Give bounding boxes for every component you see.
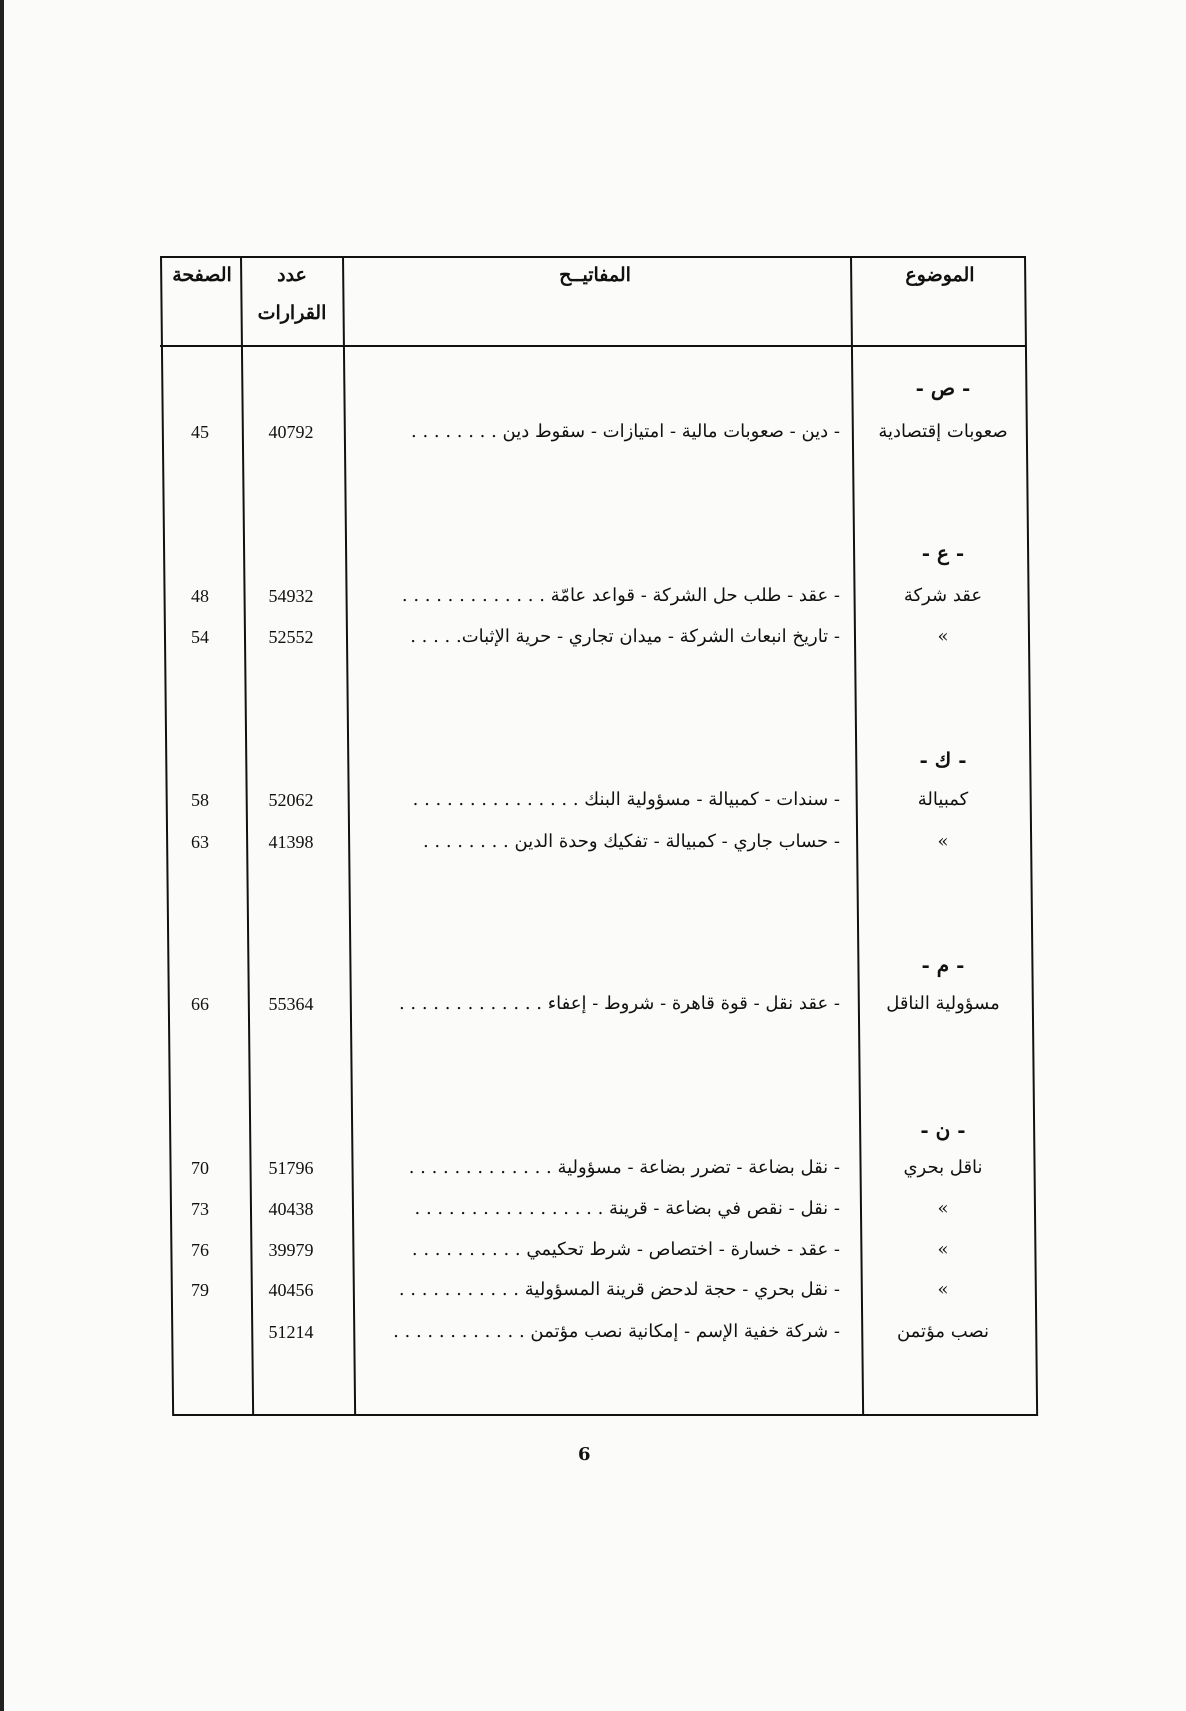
row-subject: مسؤولية الناقل [886, 993, 1000, 1014]
row-page: 76 [191, 1240, 209, 1260]
row-keywords: - نقل بحري - حجة لدحض قرينة المسؤولية . … [398, 1279, 840, 1300]
row-decision-number: 54932 [268, 586, 314, 606]
row-page: 48 [191, 586, 209, 606]
row-keywords: - دين - صعوبات مالية - امتيازات - سقوط د… [411, 421, 840, 442]
row-subject: » [937, 626, 949, 647]
row-page: 66 [191, 994, 209, 1014]
header-decisions-line1: عدد [277, 264, 307, 286]
row-subject: » [937, 1239, 949, 1260]
section-letter: - ع - [921, 541, 965, 565]
row-page: 58 [191, 790, 209, 810]
row-decision-number: 52552 [268, 627, 314, 647]
row-decision-number: 51796 [268, 1158, 314, 1178]
scan-edge [0, 0, 4, 1711]
row-subject: » [937, 1279, 949, 1300]
row-decision-number: 39979 [268, 1240, 314, 1260]
row-keywords: - عقد - خسارة - اختصاص - شرط تحكيمي . . … [411, 1239, 840, 1260]
row-subject: صعوبات إقتصادية [878, 421, 1008, 442]
row-subject: » [937, 1198, 949, 1219]
section-letter: - ص - [915, 376, 971, 400]
section-letter: - م - [921, 953, 965, 977]
row-subject: عقد شركة [903, 585, 983, 606]
row-keywords: - تاريخ انبعاث الشركة - ميدان تجاري - حر… [410, 626, 840, 647]
row-keywords: - حساب جاري - كمبيالة - تفكيك وحدة الدين… [422, 831, 840, 852]
row-keywords: - عقد نقل - قوة قاهرة - شروط - إعفاء . .… [398, 993, 840, 1014]
row-decision-number: 55364 [268, 994, 314, 1014]
row-keywords: - عقد - طلب حل الشركة - قواعد عامّة . . … [401, 585, 840, 606]
row-page: 73 [191, 1199, 209, 1219]
row-page: 63 [191, 832, 209, 852]
row-subject: نصب مؤتمن [896, 1321, 990, 1342]
header-decisions-line2: القرارات [257, 302, 327, 324]
row-decision-number: 40792 [268, 422, 314, 442]
row-decision-number: 40438 [268, 1199, 314, 1219]
row-page: 79 [191, 1280, 209, 1300]
header-subject: الموضوع [905, 264, 975, 286]
section-letter: - ك - [919, 748, 967, 772]
row-page: 70 [191, 1158, 209, 1178]
header-divider [160, 345, 1026, 347]
header-page: الصفحة [172, 264, 232, 286]
row-page: 54 [191, 627, 209, 647]
page-number: 6 [578, 1444, 591, 1465]
row-keywords: - نقل بضاعة - تضرر بضاعة - مسؤولية . . .… [408, 1157, 840, 1178]
row-page: 45 [191, 422, 209, 442]
row-decision-number: 40456 [268, 1280, 314, 1300]
row-subject: كمبيالة [917, 789, 969, 810]
row-decision-number: 51214 [268, 1322, 314, 1342]
row-subject: » [937, 831, 949, 852]
section-letter: - ن - [920, 1118, 966, 1142]
row-keywords: - شركة خفية الإسم - إمكانية نصب مؤتمن . … [393, 1321, 840, 1342]
row-decision-number: 52062 [268, 790, 314, 810]
row-keywords: - سندات - كمبيالة - مسؤولية البنك . . . … [412, 789, 840, 810]
row-subject: ناقل بحري [903, 1157, 983, 1178]
header-keywords: المفاتيــح [559, 264, 631, 286]
row-decision-number: 41398 [268, 832, 314, 852]
row-keywords: - نقل - نقص في بضاعة - قرينة . . . . . .… [414, 1198, 840, 1219]
